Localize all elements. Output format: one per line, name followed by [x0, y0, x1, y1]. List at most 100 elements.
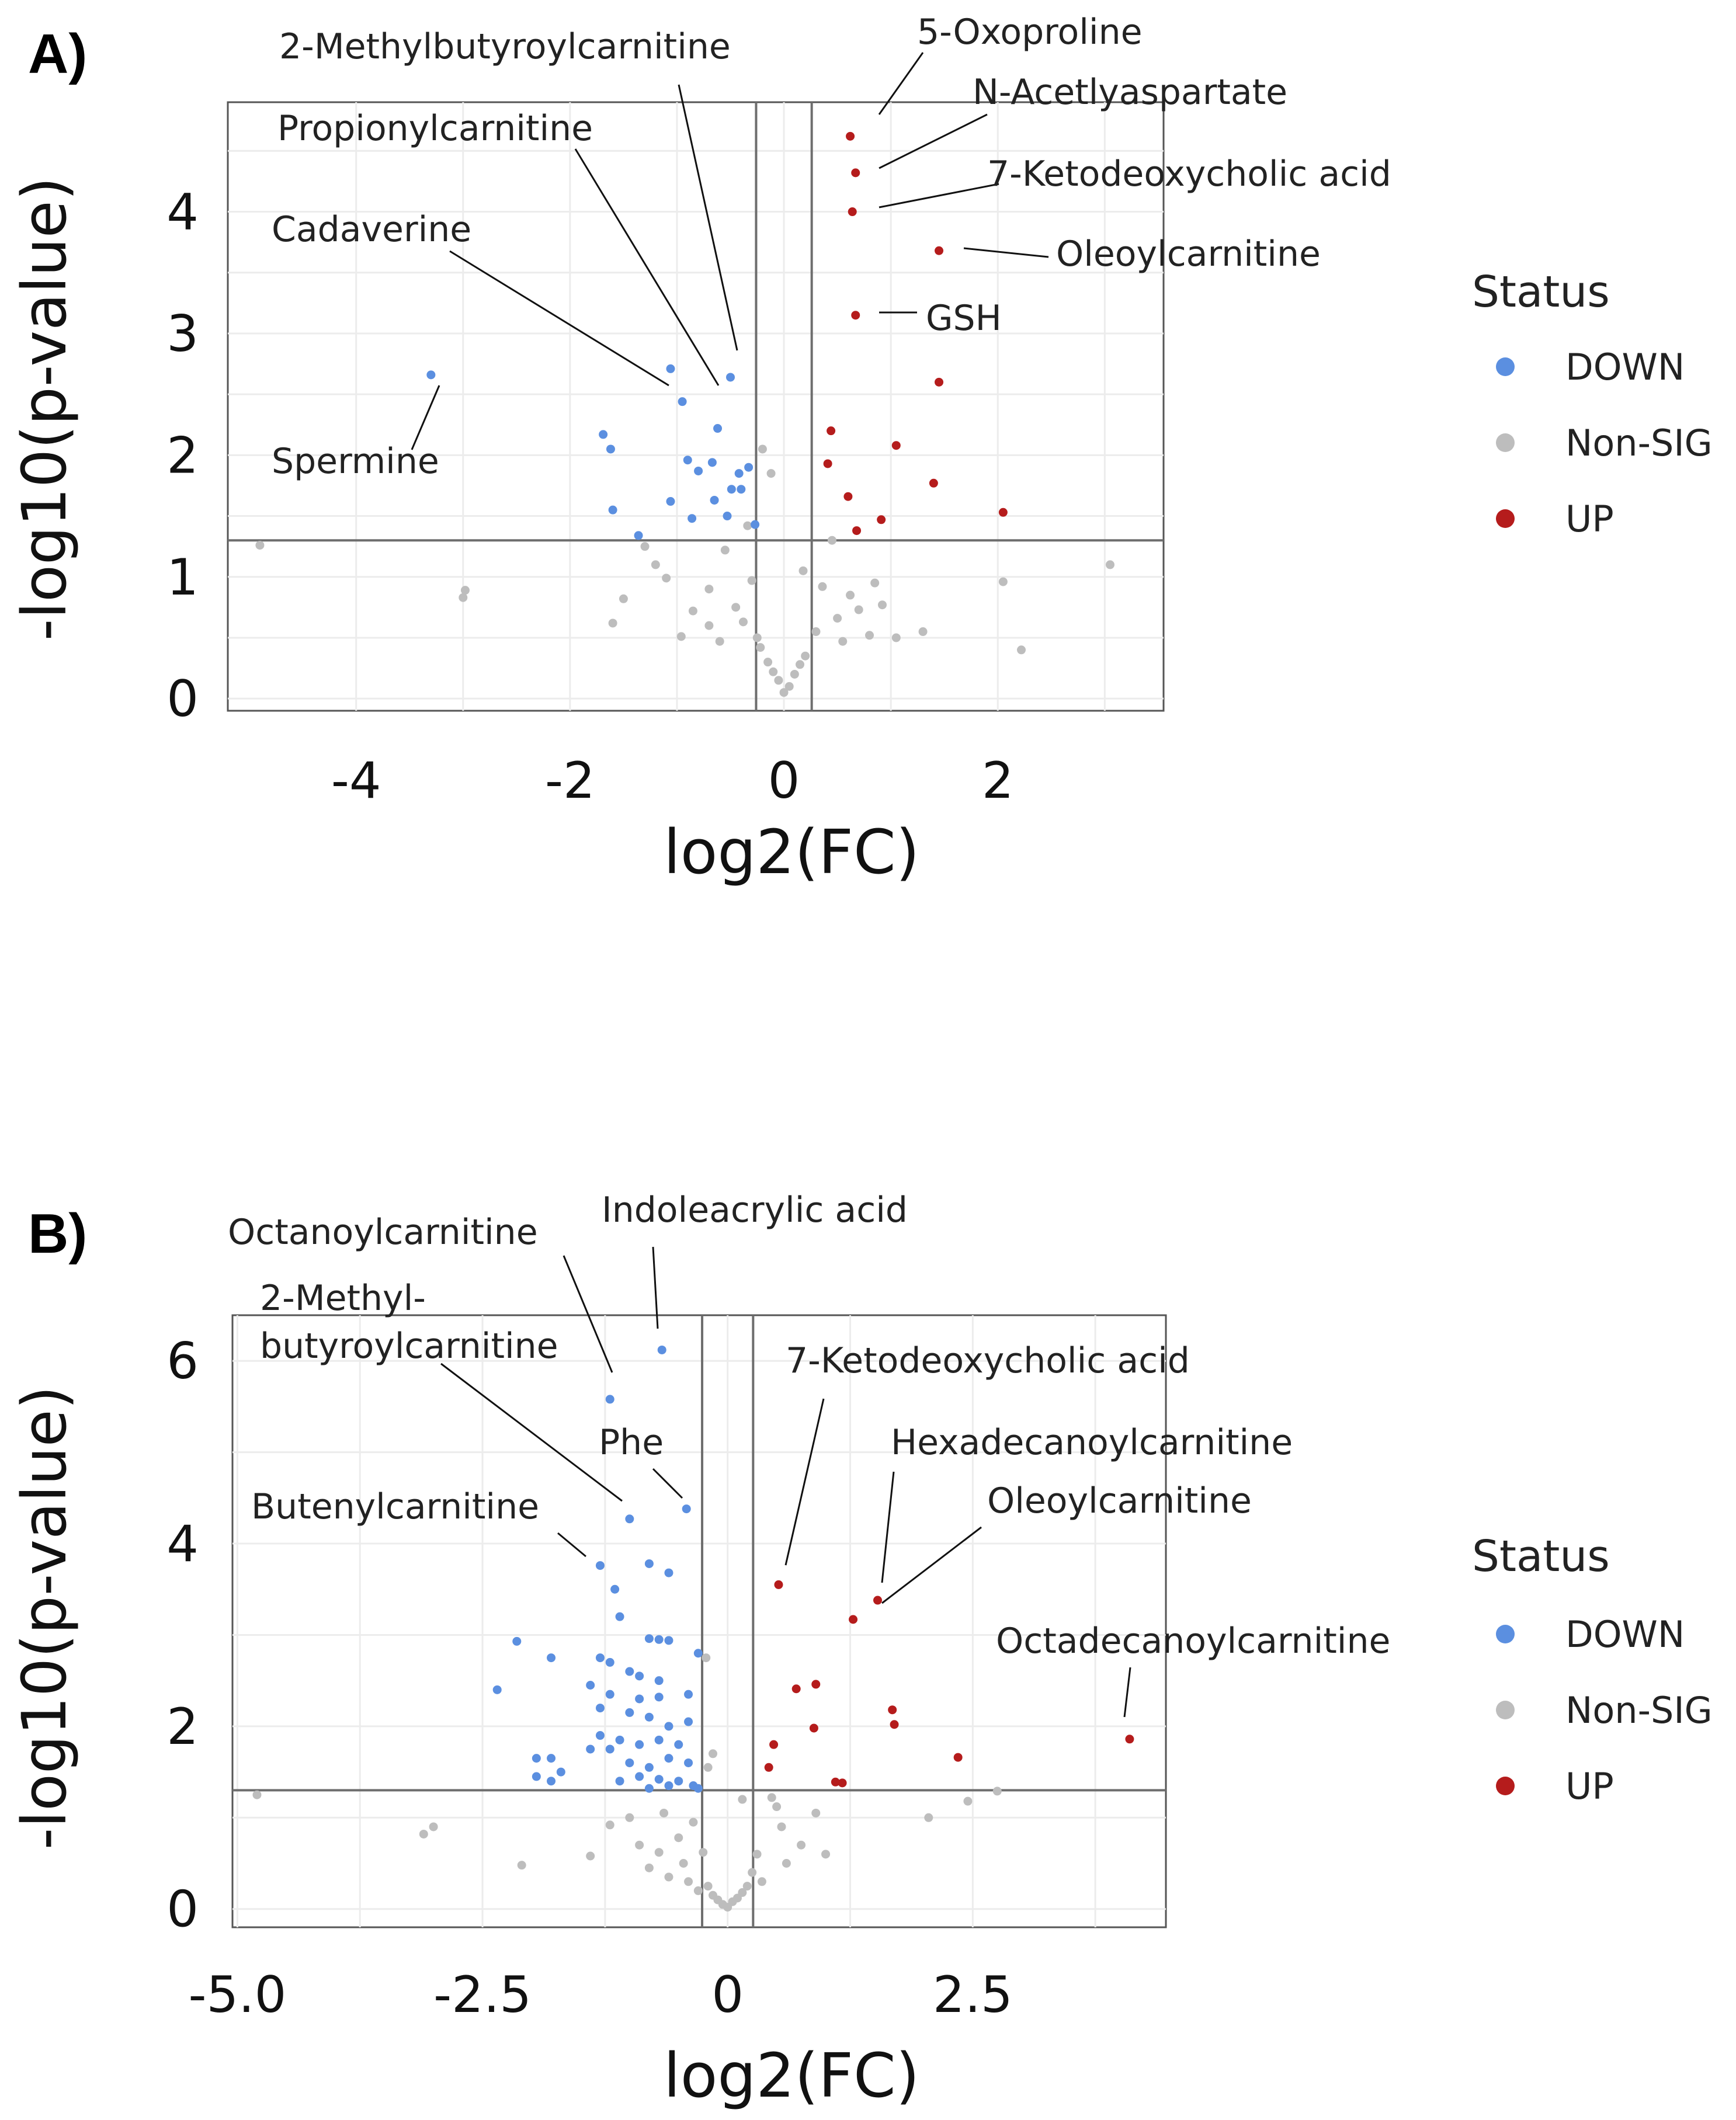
data-point-up [891, 441, 901, 450]
data-point-down [532, 1754, 541, 1763]
data-point-non-sig [651, 560, 660, 569]
annotation-leader-line [784, 1398, 825, 1566]
data-point-down [644, 1763, 654, 1772]
data-point-non-sig [801, 651, 810, 661]
data-point-non-sig [854, 605, 863, 614]
x-tick-label: -5.0 [188, 1966, 286, 2024]
data-point-non-sig [715, 637, 724, 646]
data-point-up [935, 377, 944, 387]
data-point-down [674, 1740, 683, 1749]
data-point-down [666, 364, 675, 373]
data-point-down [595, 1653, 605, 1663]
annotation-label: 5-Oxoproline [917, 12, 1143, 53]
data-point-down [512, 1636, 522, 1646]
annotation-label: Octadecanoylcarnitine [996, 1621, 1390, 1662]
annotation-leader-line [652, 1468, 683, 1499]
data-point-down [654, 1676, 664, 1685]
series-non-sig [252, 1653, 1002, 1912]
data-point-down [727, 485, 736, 494]
data-point-non-sig [870, 578, 880, 588]
annotation-leader-line [574, 148, 720, 386]
data-point-down [610, 1584, 620, 1594]
data-point-non-sig [252, 1790, 262, 1799]
data-point-non-sig [699, 1848, 708, 1857]
data-point-down [547, 1653, 556, 1663]
data-point-non-sig [766, 469, 776, 478]
annotation-leader-line [879, 183, 999, 208]
data-point-non-sig [796, 660, 805, 669]
data-point-non-sig [798, 566, 808, 575]
data-point-non-sig [838, 637, 848, 646]
data-point-down [595, 1731, 605, 1740]
annotation-leader-line [879, 113, 988, 169]
data-point-non-sig [702, 1653, 711, 1663]
data-point-down [693, 1784, 703, 1793]
data-point-up [929, 478, 938, 488]
y-axis-title: -log10(p-value) [9, 177, 80, 641]
data-point-down [694, 466, 703, 475]
annotation-label: GSH [926, 298, 1002, 339]
data-point-non-sig [992, 1787, 1002, 1796]
data-point-non-sig [790, 669, 799, 679]
data-point-non-sig [1016, 645, 1026, 655]
data-point-non-sig [924, 1813, 933, 1822]
data-point-down [625, 1708, 634, 1717]
data-point-down [664, 1568, 673, 1577]
x-tick-label: 2 [982, 752, 1014, 810]
data-point-non-sig [684, 1877, 693, 1886]
annotation-label: Octanoylcarnitine [228, 1212, 538, 1253]
x-tick-label: 2.5 [933, 1966, 1013, 2024]
annotation-label: 7-Ketodeoxycholic acid [786, 1340, 1190, 1381]
data-point-non-sig [255, 541, 265, 550]
annotation-label: Hexadecanoylcarnitine [891, 1422, 1293, 1463]
data-point-down [723, 512, 732, 521]
data-point-non-sig [586, 1851, 595, 1861]
data-point-up [809, 1723, 818, 1733]
data-point-down [615, 1612, 624, 1621]
annotation-leader-line [411, 385, 440, 450]
data-point-non-sig [818, 582, 827, 591]
data-point-down [657, 1345, 666, 1354]
y-axis-title: -log10(p-value) [9, 1386, 80, 1850]
data-point-up [998, 508, 1008, 517]
y-tick-label: 4 [166, 183, 199, 242]
data-point-non-sig [459, 593, 468, 602]
data-point-down [635, 1772, 644, 1781]
data-point-down [654, 1635, 664, 1644]
annotation-label: Indoleacrylic acid [602, 1190, 908, 1231]
data-point-non-sig [738, 1795, 747, 1804]
data-point-down [684, 1717, 693, 1726]
data-point-down [595, 1704, 605, 1713]
data-point-down [586, 1680, 595, 1690]
data-point-non-sig [619, 594, 628, 603]
data-point-up [849, 1615, 858, 1624]
data-point-non-sig [865, 631, 874, 640]
data-point-non-sig [846, 590, 855, 600]
data-point-down [674, 1777, 683, 1786]
data-point-non-sig [877, 600, 887, 610]
data-point-non-sig [891, 633, 901, 642]
annotation-label: N-Acetlyaspartate [973, 72, 1287, 113]
legend: Status DOWN Non-SIG UP [1472, 1531, 1713, 1808]
annotation-label: Spermine [272, 441, 439, 482]
data-point-down [693, 1649, 703, 1658]
data-point-down [664, 1781, 673, 1791]
data-point-non-sig [784, 682, 794, 691]
data-point-non-sig [605, 1820, 614, 1830]
annotation-label: 7-Ketodeoxycholic acid [987, 154, 1391, 194]
data-point-down [606, 444, 615, 454]
x-tick-label: -4 [331, 752, 381, 810]
annotation-leader-line [449, 250, 669, 387]
data-point-non-sig [811, 1808, 821, 1817]
data-point-non-sig [419, 1829, 428, 1839]
data-point-up [838, 1778, 847, 1788]
data-point-down [654, 1692, 664, 1702]
data-point-down [492, 1685, 502, 1694]
annotation-label: butyroylcarnitine [260, 1326, 558, 1367]
data-point-non-sig [747, 576, 756, 585]
data-point-non-sig [703, 1882, 713, 1891]
annotation-label: 2-Methyl- [260, 1278, 426, 1319]
data-point-non-sig [742, 1882, 752, 1891]
data-point-down [615, 1735, 624, 1744]
legend-label: DOWN [1565, 346, 1685, 388]
